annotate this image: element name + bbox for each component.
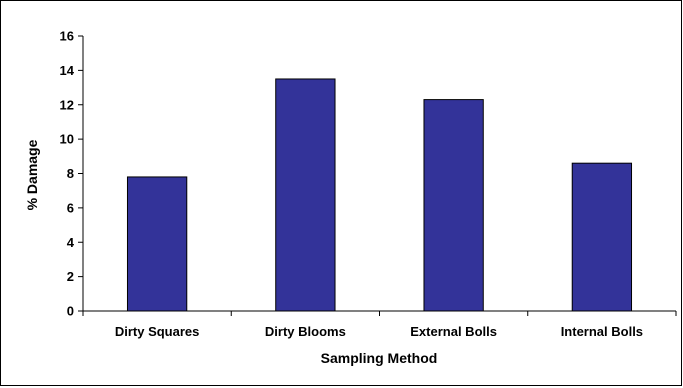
y-tick-label: 8 <box>67 166 74 181</box>
y-tick-label: 4 <box>67 235 75 250</box>
x-tick-label: External Bolls <box>410 324 497 339</box>
y-tick-label: 16 <box>60 29 74 44</box>
y-tick-label: 2 <box>67 269 74 284</box>
bars <box>126 78 633 312</box>
y-axis: 0 2 4 6 8 10 12 14 16 <box>60 29 84 319</box>
y-tick-label: 0 <box>67 304 74 319</box>
y-tick-label: 10 <box>60 132 74 147</box>
bar-internal-bolls <box>571 162 633 312</box>
bar-dirty-squares <box>126 176 188 312</box>
y-axis-title: % Damage <box>24 139 40 210</box>
x-tick-label: Dirty Squares <box>115 324 200 339</box>
x-tick-label: Dirty Blooms <box>265 324 346 339</box>
y-tick-label: 6 <box>67 200 74 215</box>
bar-dirty-blooms <box>275 78 336 312</box>
x-axis: Dirty Squares Dirty Blooms External Bolls I… <box>82 310 677 339</box>
x-tick-label: Internal Bolls <box>561 324 643 339</box>
x-axis-title: Sampling Method <box>321 350 438 366</box>
y-tick-label: 14 <box>60 63 75 78</box>
y-tick-label: 12 <box>60 97 74 112</box>
bar-external-bolls <box>423 99 484 312</box>
